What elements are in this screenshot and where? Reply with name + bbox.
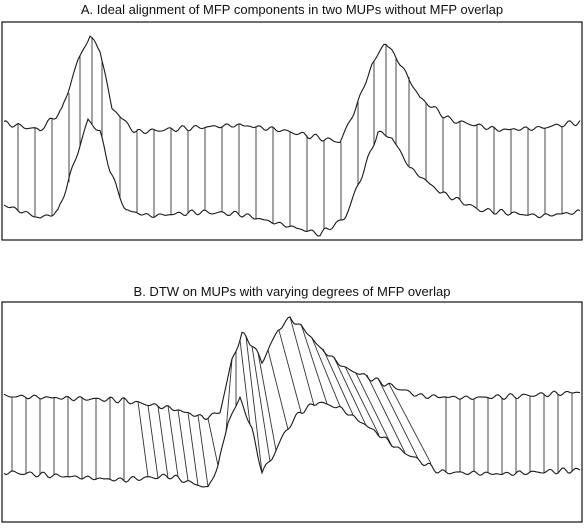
panel-a-frame (1, 21, 583, 241)
panel-b-link (137, 401, 149, 477)
panel-a-upper-mup-trace (3, 35, 581, 144)
panel-b-link (167, 405, 179, 477)
panel-b-link (207, 418, 219, 466)
panel-b-diagram (1, 301, 583, 523)
panel-b-link (377, 378, 419, 459)
panel-b-title: B. DTW on MUPs with varying degrees of M… (133, 284, 451, 299)
panel-b-link (267, 349, 289, 430)
panel-a-diagram (1, 21, 583, 241)
panel-b-link (177, 409, 189, 481)
panel-b-link (257, 352, 277, 451)
panel-b-link (311, 337, 341, 407)
panel-b-link (333, 357, 367, 426)
panel-b-link (187, 412, 199, 486)
panel-a-alignment-links (17, 37, 563, 232)
panel-b-link (225, 358, 233, 432)
panel-b-link (388, 383, 432, 464)
panel-a-title: A. Ideal alignment of MFP components in … (80, 2, 504, 17)
panel-b-link (300, 323, 328, 404)
panel-a-lower-mup-trace (3, 117, 581, 237)
panel-b-link (344, 366, 380, 436)
panel-b-frame (1, 301, 583, 523)
panel-b-link (278, 330, 302, 413)
panel-b-link (245, 336, 263, 473)
panel-b-link (322, 348, 354, 415)
panel-b-lower-mup-trace (3, 395, 581, 488)
panel-b-upper-mup-trace (3, 316, 581, 421)
panel-b-link (355, 372, 393, 447)
panel-b-link (239, 340, 251, 425)
panel-b-link (251, 346, 271, 462)
panel-b-link (157, 406, 169, 479)
panel-b-link (366, 374, 406, 453)
panel-b-warping-links (11, 316, 573, 487)
panel-b-link (147, 405, 159, 479)
panel-b-link (289, 316, 315, 406)
panel-b-link (197, 415, 209, 487)
